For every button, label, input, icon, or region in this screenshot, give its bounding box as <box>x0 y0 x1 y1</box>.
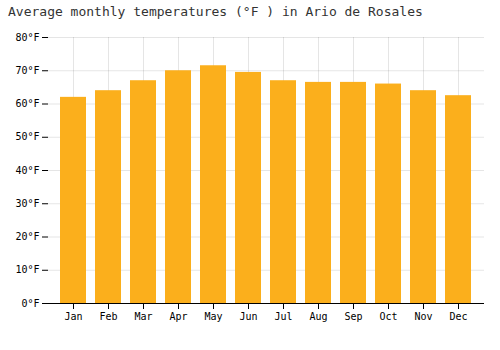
svg-text:10°F: 10°F <box>15 264 39 275</box>
svg-text:0°F: 0°F <box>21 298 39 309</box>
svg-text:70°F: 70°F <box>15 65 39 76</box>
svg-text:May: May <box>204 311 222 322</box>
svg-text:Jun: Jun <box>239 311 257 322</box>
svg-text:Oct: Oct <box>379 311 397 322</box>
svg-text:Dec: Dec <box>449 311 467 322</box>
svg-text:30°F: 30°F <box>15 198 39 209</box>
svg-text:Apr: Apr <box>169 311 187 322</box>
svg-text:50°F: 50°F <box>15 131 39 142</box>
svg-text:80°F: 80°F <box>15 32 39 43</box>
svg-text:40°F: 40°F <box>15 165 39 176</box>
svg-text:Aug: Aug <box>309 311 327 322</box>
svg-text:60°F: 60°F <box>15 98 39 109</box>
svg-text:Sep: Sep <box>344 311 362 322</box>
svg-text:Jan: Jan <box>64 311 82 322</box>
svg-text:Mar: Mar <box>134 311 152 322</box>
svg-text:Feb: Feb <box>99 311 117 322</box>
svg-text:Nov: Nov <box>414 311 432 322</box>
svg-text:20°F: 20°F <box>15 231 39 242</box>
svg-text:Jul: Jul <box>274 311 292 322</box>
html-text:Average monthly temperatures (: Average monthly temperatures (°F ) in Ar… <box>8 4 423 19</box>
